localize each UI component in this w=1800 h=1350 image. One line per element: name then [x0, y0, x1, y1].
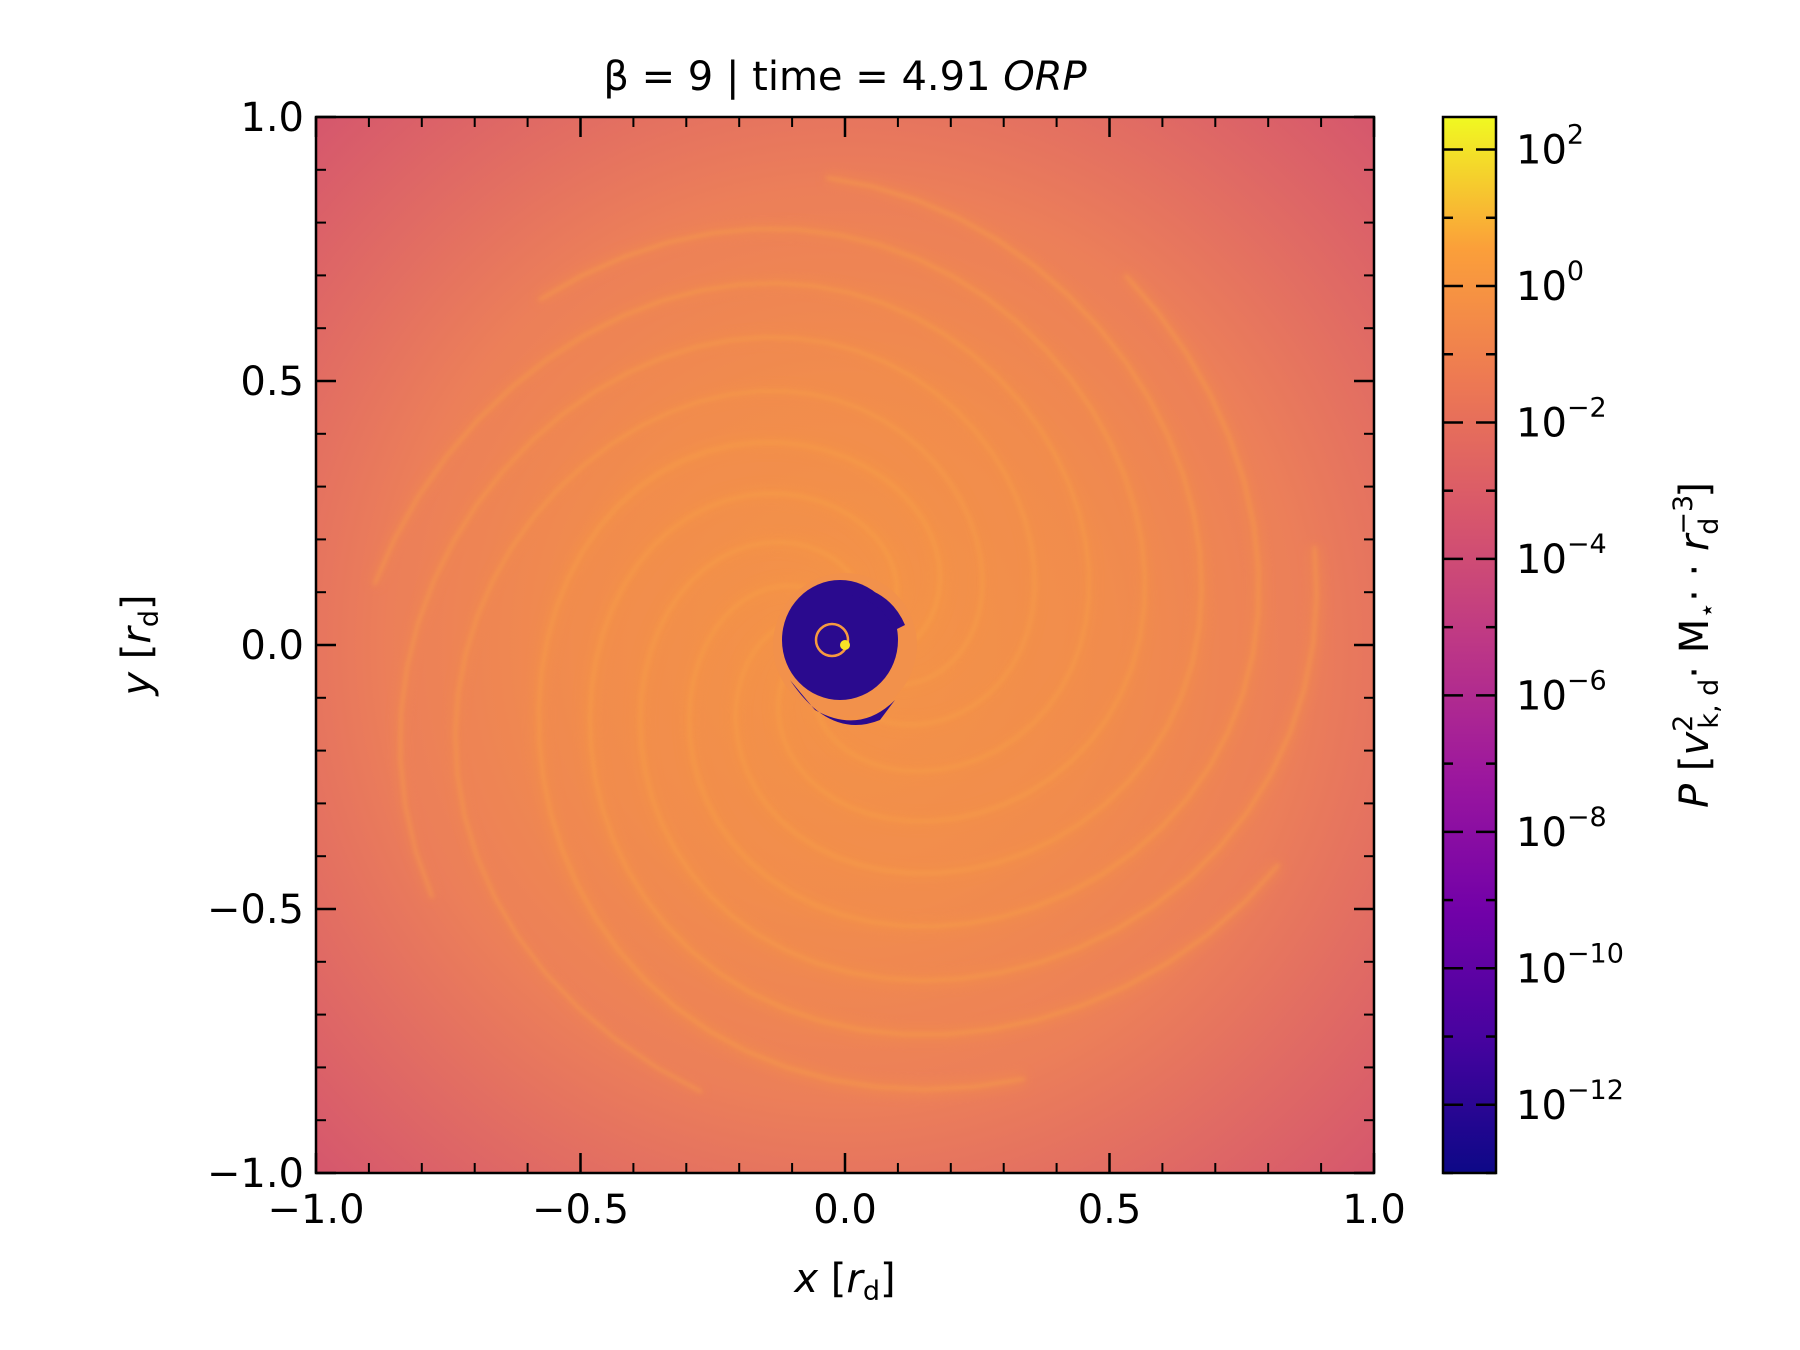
axis-ticks — [314, 115, 1376, 1175]
y-axis-label: y [rd] — [114, 594, 165, 696]
filament-line — [588, 492, 1281, 1036]
filament-line — [638, 540, 1318, 982]
filament-line — [538, 227, 1147, 823]
y-tick-label: −1.0 — [207, 1151, 304, 1197]
x-tick-label: 1.0 — [1342, 1187, 1406, 1233]
central-star — [840, 640, 850, 650]
filament-line — [373, 281, 1091, 773]
x-tick-label: 0.5 — [1078, 1187, 1142, 1233]
y-tick-label: 1.0 — [240, 95, 304, 141]
colorbar-tick-label: 102 — [1516, 120, 1584, 174]
colorbar-tick-label: 10−4 — [1516, 529, 1607, 583]
colorbar-tick-label: 10−10 — [1516, 938, 1624, 992]
colorbar-tick-label: 10−6 — [1516, 665, 1607, 719]
heatmap-image — [316, 117, 1374, 1173]
filament-line — [687, 273, 1260, 928]
x-axis-label: x [rd] — [792, 1256, 895, 1307]
x-tick-labels: −1.0 −0.5 0.0 0.5 1.0 — [267, 1187, 1405, 1233]
colorbar-tick-label: 10−8 — [1516, 802, 1607, 856]
colorbar-ticks — [1443, 148, 1496, 1175]
filament-line — [537, 441, 1026, 1091]
colorbar-label: P [v2k, d· M⋆· · r−3d] — [1668, 482, 1725, 808]
y-tick-label: −0.5 — [207, 887, 304, 933]
y-tick-label: 0.0 — [240, 623, 304, 669]
chart-title: β = 9 | time = 4.91 ORP — [603, 54, 1087, 100]
y-tick-labels: −1.0 −0.5 0.0 0.5 1.0 — [207, 95, 304, 1197]
filament-line — [734, 176, 1203, 875]
colorbar-tick-label: 100 — [1516, 256, 1584, 310]
x-tick-label: −0.5 — [532, 1187, 629, 1233]
spiral-filaments — [370, 172, 1323, 1097]
y-tick-label: 0.5 — [240, 359, 304, 405]
colorbar-tick-label: 10−12 — [1516, 1075, 1624, 1129]
colorbar-tick-labels: 102 100 10−2 10−4 10−6 10−8 10−10 10−12 — [1516, 120, 1624, 1129]
colorbar-tick-label: 10−2 — [1516, 392, 1607, 446]
x-tick-label: −1.0 — [267, 1187, 364, 1233]
x-tick-label: 0.0 — [813, 1187, 877, 1233]
colorbar — [1441, 115, 1498, 1175]
filament-line — [399, 336, 1036, 899]
filament-line — [454, 389, 984, 1094]
